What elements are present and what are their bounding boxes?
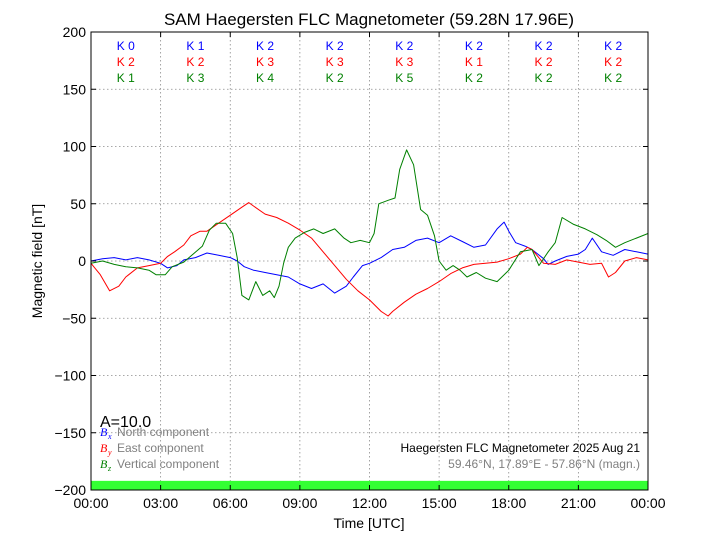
k-index-label: K 2 — [604, 39, 622, 53]
k-index-label: K 3 — [395, 55, 413, 69]
y-tick-label: −100 — [54, 368, 86, 384]
k-index-label: K 3 — [256, 55, 274, 69]
k-index-label: K 2 — [535, 55, 553, 69]
a-index-label: A=10.0 — [100, 414, 151, 431]
y-tick-label: 0 — [78, 253, 86, 269]
k-index-label: K 2 — [604, 55, 622, 69]
k-index-label: K 2 — [326, 71, 344, 85]
x-tick-label: 12:00 — [352, 495, 387, 511]
legend-label: North component — [117, 425, 210, 439]
coordinates-info: 59.46°N, 17.89°E - 57.86°N (magn.) — [448, 457, 640, 471]
y-tick-label: −150 — [54, 425, 86, 441]
x-tick-label: 06:00 — [213, 495, 248, 511]
k-index-label: K 0 — [117, 39, 135, 53]
station-info: Haegersten FLC Magnetometer 2025 Aug 21 — [401, 441, 641, 455]
k-index-label: K 4 — [256, 71, 274, 85]
k-index-label: K 5 — [395, 71, 413, 85]
k-index-label: K 3 — [326, 55, 344, 69]
y-tick-label: 200 — [63, 24, 87, 40]
x-tick-label: 15:00 — [422, 495, 457, 511]
x-axis-label: Time [UTC] — [333, 515, 404, 531]
data-series — [90, 149, 649, 317]
x-tick-label: 03:00 — [143, 495, 178, 511]
legend-symbol: B — [100, 457, 108, 471]
x-tick-label: 09:00 — [282, 495, 317, 511]
legend-symbol: B — [100, 425, 108, 439]
k-index-label: K 1 — [117, 71, 135, 85]
series-line-y — [90, 202, 649, 317]
y-tick-label: 150 — [63, 81, 87, 97]
k-index-label: K 2 — [395, 39, 413, 53]
k-index-labels: K 0 K 1 K 2 K 2 K 2 K 2 K 2 K 2 K 2 K 2 K 3 K 3 K 3 K… — [117, 39, 623, 85]
k-index-label: K 2 — [535, 39, 553, 53]
y-tick-label: −50 — [62, 310, 86, 326]
k-index-label: K 2 — [186, 55, 204, 69]
k-index-label: K 2 — [535, 71, 553, 85]
y-tick-label: 100 — [63, 139, 87, 155]
series-line-x — [90, 221, 649, 294]
y-tick-label: −200 — [54, 482, 86, 498]
k-index-label: K 2 — [117, 55, 135, 69]
series-line-z — [90, 149, 649, 301]
legend-label: Vertical component — [117, 457, 220, 471]
axis-ticks — [90, 31, 649, 491]
x-tick-labels: 00:00 03:00 06:00 09:00 12:00 15:00 18:00 21:00… — [73, 495, 665, 511]
legend-subscript: z — [107, 464, 112, 473]
legend-label: East component — [117, 441, 204, 455]
legend-subscript: y — [107, 448, 112, 457]
k-index-label: K 1 — [186, 39, 204, 53]
legend-symbol: B — [100, 441, 108, 455]
x-tick-label: 18:00 — [491, 495, 526, 511]
legend-subscript: x — [107, 432, 112, 441]
y-axis-label: Magnetic field [nT] — [29, 204, 45, 318]
k-index-label: K 2 — [465, 39, 483, 53]
y-tick-label: 50 — [70, 196, 86, 212]
k-index-label: K 2 — [604, 71, 622, 85]
k-index-label: K 1 — [465, 55, 483, 69]
k-index-label: K 2 — [326, 39, 344, 53]
k-index-label: K 3 — [186, 71, 204, 85]
x-tick-label: 21:00 — [561, 495, 596, 511]
k-index-label: K 2 — [256, 39, 274, 53]
x-tick-label: 00:00 — [630, 495, 665, 511]
x-tick-label: 00:00 — [73, 495, 108, 511]
y-tick-labels: 200 150 100 50 0 −50 −100 −150 −200 — [54, 24, 86, 498]
k-index-label: K 2 — [465, 71, 483, 85]
chart-title: SAM Haegersten FLC Magnetometer (59.28N … — [164, 10, 574, 29]
